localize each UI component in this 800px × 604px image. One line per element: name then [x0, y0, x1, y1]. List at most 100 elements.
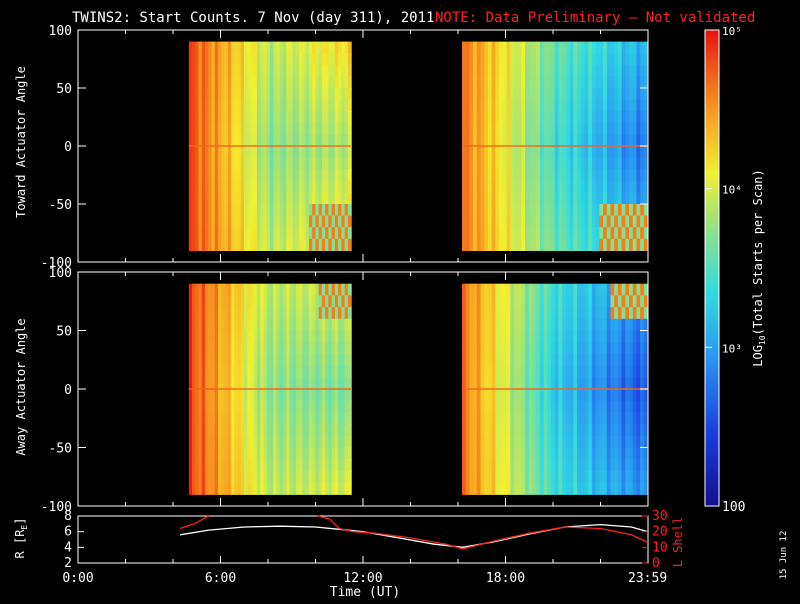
heatmap-cell: [269, 88, 274, 101]
heatmap-cell: [610, 295, 615, 308]
heatmap-cell: [528, 146, 534, 159]
heatmap-cell: [214, 295, 219, 308]
heatmap-cell: [344, 238, 349, 251]
heatmap-cell: [543, 192, 548, 205]
heatmap-cell: [192, 99, 196, 112]
heatmap-cell: [584, 295, 589, 308]
heatmap-cell: [279, 76, 284, 89]
heatmap-cell: [610, 99, 615, 112]
heatmap-cell: [214, 146, 219, 159]
heatmap-cell: [299, 342, 304, 355]
heatmap-cell: [321, 41, 326, 54]
heatmap-cell: [318, 295, 323, 308]
heatmap-cell: [521, 295, 526, 308]
heatmap-cell: [521, 470, 526, 484]
heatmap-cell: [214, 76, 219, 89]
heatmap-cell: [266, 53, 271, 66]
heatmap-cell: [257, 76, 261, 89]
heatmap-cell: [636, 111, 641, 124]
heatmap-cell: [610, 122, 615, 135]
heatmap-cell: [312, 482, 317, 495]
heatmap-cell: [525, 53, 530, 66]
heatmap-cell: [580, 307, 586, 320]
heatmap-cell: [234, 227, 239, 240]
heatmap-cell: [188, 122, 193, 135]
heatmap-cell: [573, 365, 578, 378]
heatmap-cell: [240, 146, 245, 159]
heatmap-cell: [286, 192, 291, 205]
heatmap-cell: [551, 204, 556, 217]
heatmap-cell: [315, 99, 320, 112]
heatmap-cell: [565, 64, 571, 77]
heatmap-cell: [295, 342, 300, 355]
heatmap-cell: [299, 157, 304, 170]
heatmap-cell: [580, 459, 586, 472]
heatmap-cell: [192, 146, 196, 159]
heatmap-cell: [577, 238, 582, 251]
heatmap-cell: [480, 180, 485, 193]
heatmap-cell: [205, 227, 209, 240]
heatmap-cell: [484, 111, 489, 124]
heatmap-cell: [273, 111, 278, 124]
heatmap-cell: [629, 64, 634, 77]
heatmap-cell: [198, 88, 203, 101]
heatmap-cell: [588, 295, 593, 308]
heatmap-cell: [295, 99, 300, 112]
heatmap-cell: [573, 88, 578, 101]
heatmap-cell: [299, 412, 304, 425]
heatmap-cell: [224, 365, 229, 378]
heatmap-cell: [234, 283, 239, 296]
heatmap-cell: [279, 447, 284, 460]
heatmap-cell: [308, 283, 313, 296]
heatmap-cell: [247, 227, 252, 240]
heatmap-cell: [640, 459, 645, 472]
heatmap-cell: [528, 88, 534, 101]
heatmap-cell: [315, 435, 320, 449]
heatmap-cell: [321, 435, 326, 449]
heatmap-cell: [321, 99, 326, 112]
heatmap-cell: [276, 169, 281, 182]
heatmap-cell: [273, 435, 278, 449]
heatmap-cell: [295, 435, 300, 449]
heatmap-cell: [506, 180, 511, 193]
heatmap-cell: [273, 238, 278, 251]
heatmap-cell: [247, 157, 252, 170]
heatmap-cell: [606, 215, 612, 228]
heatmap-cell: [625, 122, 630, 135]
heatmap-cell: [539, 238, 545, 251]
heatmap-cell: [325, 227, 330, 240]
heatmap-cell: [599, 470, 604, 484]
heatmap-cell: [632, 238, 638, 251]
heatmap-cell: [510, 377, 515, 390]
heatmap-cell: [318, 424, 323, 437]
heatmap-cell: [513, 318, 519, 332]
heatmap-cell: [198, 53, 203, 66]
heatmap-cell: [551, 389, 556, 402]
heatmap-cell: [312, 99, 317, 112]
heatmap-cell: [299, 99, 304, 112]
heatmap-cell: [214, 169, 219, 182]
heatmap-cell: [295, 377, 300, 390]
heatmap-cell: [621, 53, 626, 66]
heatmap-cell: [325, 482, 330, 495]
heatmap-cell: [513, 459, 519, 472]
heatmap-cell: [636, 122, 641, 135]
heatmap-cell: [318, 204, 323, 217]
heatmap-cell: [289, 111, 294, 124]
heatmap-cell: [643, 111, 649, 124]
heatmap-cell: [286, 76, 291, 89]
heatmap-cell: [584, 227, 589, 240]
heatmap-cell: [554, 215, 560, 228]
heatmap-cell: [292, 353, 297, 367]
heatmap-cell: [547, 365, 552, 378]
heatmap-cell: [606, 111, 612, 124]
heatmap-cell: [201, 447, 206, 460]
heatmap-cell: [551, 424, 556, 437]
heatmap-cell: [461, 318, 467, 332]
heatmap-cell: [528, 215, 534, 228]
heatmap-cell: [195, 330, 200, 343]
heatmap-cell: [188, 435, 193, 449]
heatmap-cell: [227, 470, 232, 484]
heatmap-cell: [321, 180, 326, 193]
heatmap-cell: [341, 459, 346, 472]
